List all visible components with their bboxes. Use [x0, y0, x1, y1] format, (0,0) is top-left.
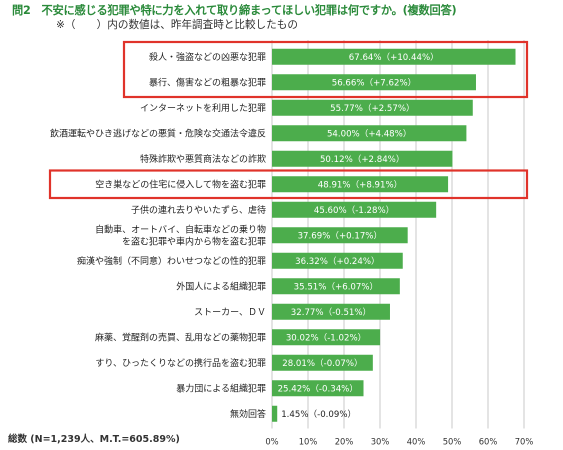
highlight-box: [48, 169, 529, 200]
category-label: 飲酒運転やひき逃げなどの悪質・危険な交通法令違反: [50, 127, 266, 139]
x-tick-label: 10%: [299, 437, 318, 447]
category-label: 特殊詐欺や悪質商法などの詐欺: [140, 153, 266, 165]
chart-note: ※（ ）内の数値は、昨年調査時と比較したもの: [56, 19, 298, 31]
x-tick-label: 50%: [443, 437, 462, 447]
bar: [272, 125, 467, 142]
data-label: 67.64%（+10.44%）: [349, 52, 439, 63]
x-tick-label: 40%: [407, 437, 426, 447]
highlight-box: [122, 40, 529, 99]
category-label: 麻薬、覚醒剤の売買、乱用などの薬物犯罪: [95, 331, 266, 343]
data-label: 54.00%（+4.48%）: [327, 128, 411, 139]
data-label: 28.01%（-0.07%）: [282, 358, 362, 369]
bar: [272, 150, 453, 167]
data-label: 50.12%（+2.84%）: [320, 154, 404, 165]
category-label: ストーカー、ＤＶ: [194, 307, 266, 318]
data-label: 55.77%（+2.57%）: [330, 103, 414, 114]
chart-title: 問2 不安に感じる犯罪や特に力を入れて取り締まってほしい犯罪は何ですか。(複数回…: [12, 4, 457, 17]
category-label: インターネットを利用した犯罪: [140, 102, 266, 114]
data-label: 37.69%（+0.17%）: [298, 230, 382, 241]
chart-footer-total: 総数 (N=1,239人、M.T.=605.89%): [8, 434, 180, 445]
bar: [272, 176, 449, 193]
data-label: 1.45%（-0.09%）: [281, 409, 356, 420]
bar: [272, 74, 476, 91]
bar: [272, 329, 381, 346]
bar: [272, 99, 473, 116]
data-label: 32.77%（-0.51%）: [291, 307, 371, 318]
bar: [272, 48, 516, 65]
x-tick-label: 60%: [479, 437, 498, 447]
data-label: 36.32%（+0.24%）: [295, 256, 379, 267]
bar: [272, 278, 400, 295]
bar: [272, 405, 278, 422]
data-label: 48.91%（+8.91%）: [318, 179, 402, 190]
data-label: 56.66%（+7.62%）: [332, 77, 416, 88]
category-label: 無効回答: [230, 408, 266, 420]
bar: [272, 303, 390, 320]
x-tick-label: 30%: [371, 437, 390, 447]
category-label: すり、ひったくりなどの携行品を盗む犯罪: [95, 357, 266, 369]
category-label: 外国人による組織犯罪: [176, 280, 266, 292]
category-label: 空き巣などの住宅に侵入して物を盗む犯罪: [95, 178, 266, 190]
bar: [272, 380, 364, 397]
category-label: を盗む犯罪や車内から物を盗む犯罪: [122, 235, 266, 247]
data-label: 25.42%（-0.34%）: [278, 383, 358, 394]
bar: [272, 354, 373, 371]
bar: [272, 227, 408, 244]
category-label: 痴漢や強制（不同意）わいせつなどの性的犯罪: [77, 255, 266, 267]
data-label: 35.51%（+6.07%）: [294, 281, 378, 292]
bar: [272, 252, 403, 269]
category-label: 暴行、傷害などの粗暴な犯罪: [149, 76, 266, 88]
category-label: 子供の連れ去りやいたずら、虐待: [131, 204, 266, 216]
category-label: 殺人・強盗などの凶悪な犯罪: [149, 51, 266, 63]
x-tick-label: 0%: [265, 437, 278, 447]
bar: [272, 201, 437, 218]
x-tick-label: 20%: [335, 437, 354, 447]
x-tick-label: 70%: [515, 437, 534, 447]
category-label: 自動車、オートバイ、自転車などの乗り物: [95, 223, 266, 235]
category-label: 暴力団による組織犯罪: [176, 382, 266, 394]
data-label: 45.60%（-1.28%）: [314, 205, 394, 216]
data-label: 30.02%（-1.02%）: [286, 332, 366, 343]
